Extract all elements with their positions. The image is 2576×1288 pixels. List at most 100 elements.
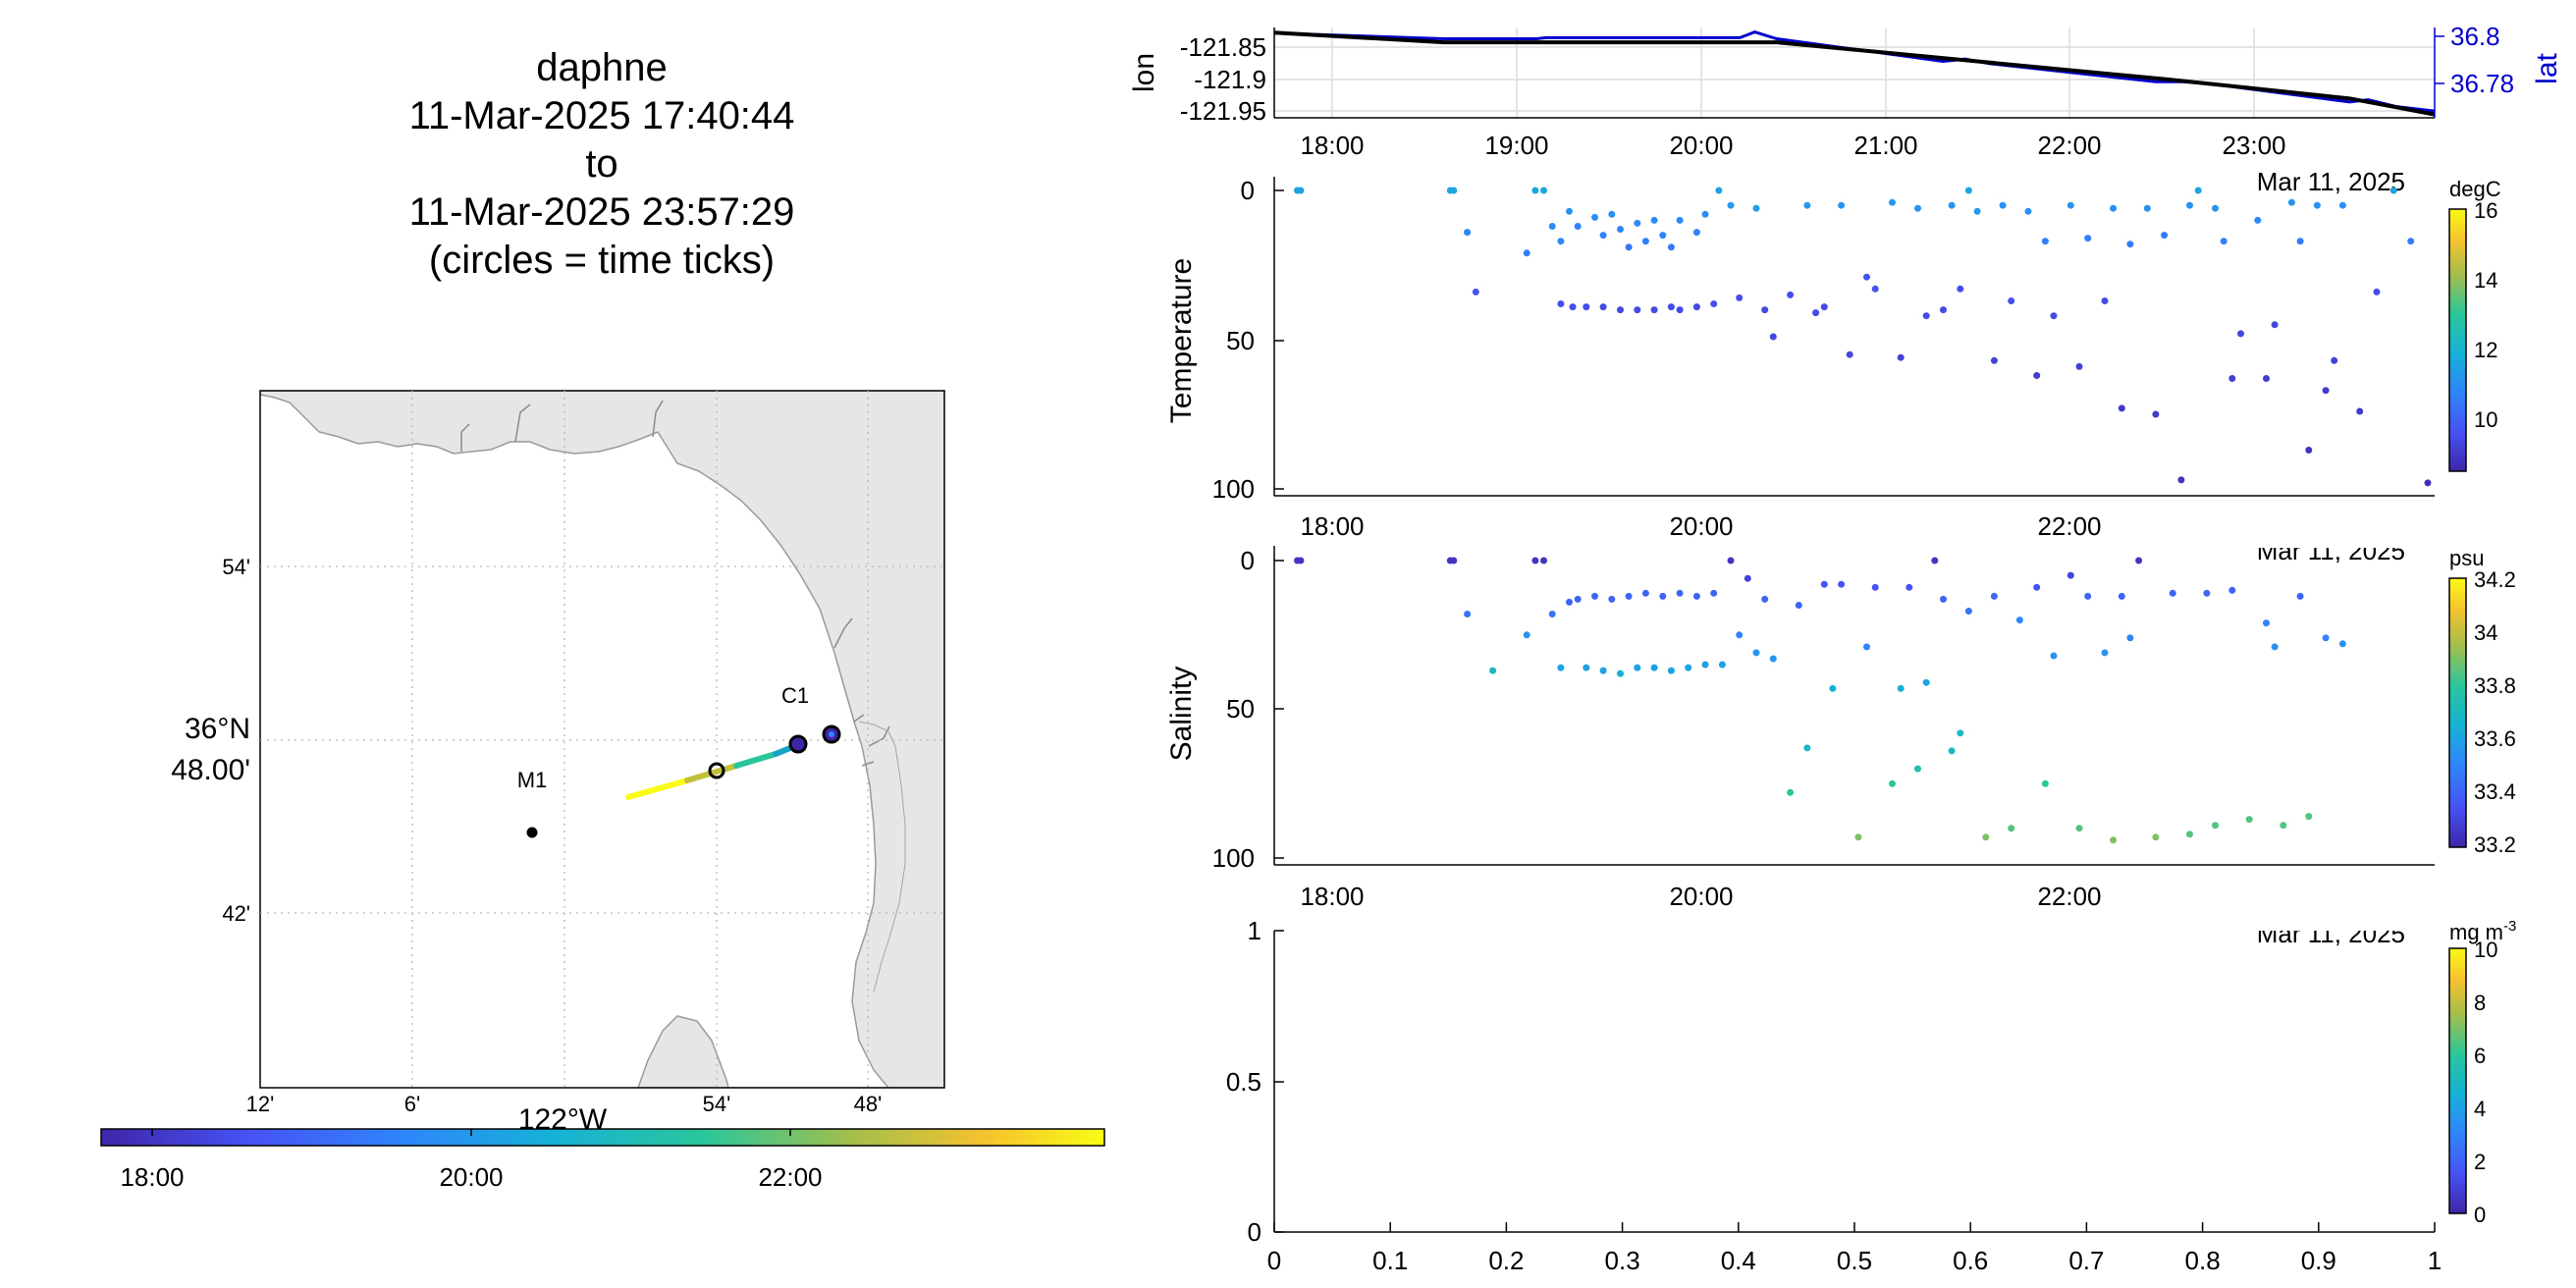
salinity-points bbox=[1294, 557, 2346, 844]
salinity-point bbox=[2296, 592, 2304, 600]
temperature-point bbox=[1736, 294, 1744, 301]
x-tick-label: 0.8 bbox=[2185, 1246, 2221, 1275]
colorbar-tick: 12 bbox=[2474, 338, 2497, 362]
salinity-point bbox=[1641, 589, 1649, 597]
temperature-point bbox=[2024, 207, 2032, 215]
temperature-point bbox=[1650, 216, 1658, 224]
temperature-point bbox=[1889, 198, 1896, 206]
salinity-point bbox=[1863, 643, 1870, 651]
temperature-point bbox=[1548, 223, 1556, 230]
salinity-point bbox=[1450, 557, 1458, 564]
salinity-point bbox=[2186, 831, 2193, 838]
temperature-point bbox=[2389, 187, 2397, 194]
salinity-point bbox=[2245, 816, 2253, 824]
salinity-point bbox=[2322, 634, 2330, 642]
colorbar-unit: psu bbox=[2449, 546, 2484, 570]
x-tick-label: 0.3 bbox=[1605, 1246, 1640, 1275]
colorbar-tick: 0 bbox=[2474, 1203, 2486, 1227]
temperature-point bbox=[1667, 243, 1675, 251]
salinity-point bbox=[1795, 602, 1802, 609]
salinity-point bbox=[1710, 589, 1718, 597]
x-tick-label: 0.2 bbox=[1488, 1246, 1524, 1275]
time-colorbar-tick: 22:00 bbox=[758, 1162, 822, 1192]
title-line-note: (circles = time ticks) bbox=[429, 239, 775, 282]
salinity-point bbox=[2212, 822, 2219, 830]
temperature-point bbox=[1566, 207, 1573, 215]
temperature-point bbox=[2407, 238, 2415, 245]
y-tick-label: 0.5 bbox=[1226, 1067, 1261, 1097]
salinity-point bbox=[1829, 684, 1837, 692]
temperature-point bbox=[1557, 238, 1565, 245]
salinity-point bbox=[1718, 661, 1726, 669]
salinity-point bbox=[1548, 611, 1556, 617]
lat-tick-label: 36°N bbox=[185, 713, 250, 745]
lat-ticks: 36.8 36.78 lat bbox=[2435, 22, 2563, 98]
temperature-point bbox=[1569, 303, 1577, 311]
salinity-point bbox=[1625, 592, 1633, 600]
colorbar-unit: mg m-3 bbox=[2449, 918, 2516, 944]
colorbar-tick: 34 bbox=[2474, 620, 2497, 645]
glider-track bbox=[625, 724, 841, 800]
colorbar-tick: 33.4 bbox=[2474, 779, 2516, 804]
temperature-point bbox=[1897, 353, 1905, 361]
time-colorbar-tick: 20:00 bbox=[439, 1162, 503, 1192]
temperature-point bbox=[2220, 238, 2227, 245]
colorbar-tick: 33.2 bbox=[2474, 832, 2516, 857]
temperature-point bbox=[2008, 297, 2015, 304]
salinity-point bbox=[1297, 557, 1305, 564]
position-time-ticks: 18:00 19:00 20:00 21:00 22:00 23:00 bbox=[1300, 131, 2285, 160]
temperature-point bbox=[1973, 207, 1981, 215]
temperature-point bbox=[1591, 213, 1598, 221]
y-tick-label: 0 bbox=[1248, 1217, 1261, 1247]
colorbar-tick: 33.6 bbox=[2474, 726, 2516, 751]
colorbar-bar bbox=[2448, 208, 2467, 472]
date-label-mask bbox=[2228, 915, 2425, 931]
salinity-point bbox=[1922, 678, 1930, 686]
salinity-point bbox=[1557, 664, 1565, 671]
salinity-point bbox=[2271, 643, 2279, 651]
salinity-point bbox=[1964, 608, 1972, 615]
x-tick-label: 0.4 bbox=[1721, 1246, 1756, 1275]
temperature-point bbox=[2263, 375, 2270, 382]
time-tick-circle bbox=[708, 762, 725, 779]
temperature-point bbox=[1999, 201, 2007, 209]
salinity-point bbox=[2050, 652, 2058, 660]
temperature-point bbox=[2050, 312, 2058, 320]
temperature-point bbox=[1812, 309, 1820, 317]
x-tick-label: 0 bbox=[1267, 1246, 1281, 1275]
chlorophyll-panel: Mar 11, 2025 1 0.5 0 0 0.1 0.2 0.3 0.4 0.5 0.6… bbox=[1226, 915, 2516, 1275]
colorbar-tick: 6 bbox=[2474, 1044, 2486, 1068]
salinity-point bbox=[2066, 571, 2074, 579]
temperature-point bbox=[2338, 201, 2346, 209]
salinity-point bbox=[1889, 779, 1896, 787]
temperature-point bbox=[1871, 285, 1879, 293]
lon-tick-label: 48' bbox=[854, 1092, 883, 1116]
temperature-point bbox=[2152, 410, 2160, 418]
colorbar-tick: 14 bbox=[2474, 268, 2497, 293]
salinity-point bbox=[1914, 765, 1921, 773]
temperature-point bbox=[1599, 303, 1607, 311]
salinity-point bbox=[1531, 557, 1539, 564]
temperature-point bbox=[2186, 201, 2193, 209]
temperature-point bbox=[1769, 333, 1777, 341]
temperature-point bbox=[1634, 306, 1641, 314]
salinity-point bbox=[2338, 640, 2346, 648]
salinity-point bbox=[1820, 580, 1828, 588]
temperature-point bbox=[1701, 210, 1709, 218]
salinity-point bbox=[1464, 611, 1472, 617]
colorbar-tick: 33.8 bbox=[2474, 673, 2516, 698]
time-tick-label: 20:00 bbox=[1669, 882, 1733, 911]
temperature-point bbox=[2322, 387, 2330, 395]
temperature-point bbox=[2194, 187, 2202, 194]
temperature-point bbox=[1820, 303, 1828, 311]
temperature-point bbox=[1297, 187, 1305, 194]
position-grid bbox=[1274, 27, 2435, 118]
temperature-point bbox=[2331, 356, 2338, 364]
lon-tick-label: 6' bbox=[404, 1092, 420, 1116]
lon-series-line bbox=[1274, 30, 2435, 117]
title-line-to: to bbox=[585, 142, 617, 186]
salinity-colorbar: psu 34.2 34 33.8 33.6 33.4 33.2 bbox=[2448, 546, 2516, 857]
temperature-point bbox=[1727, 201, 1735, 209]
salinity-point bbox=[2041, 779, 2049, 787]
y-tick-label: 0 bbox=[1241, 546, 1255, 575]
